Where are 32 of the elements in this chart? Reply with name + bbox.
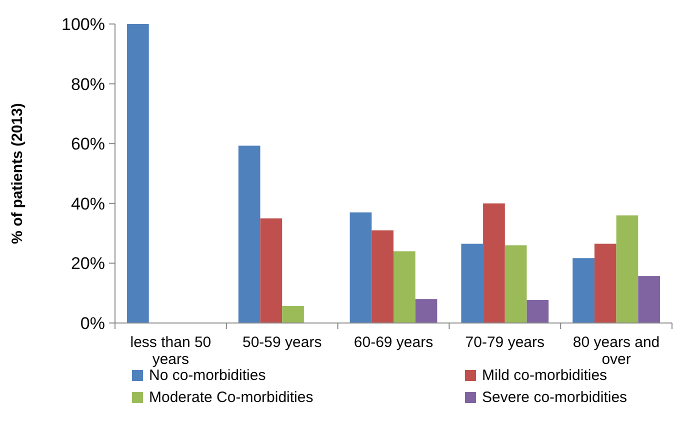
bar xyxy=(616,215,638,323)
bar xyxy=(238,146,260,323)
bar xyxy=(638,276,660,323)
legend-label: No co-morbidities xyxy=(149,367,266,384)
x-tick-label: 60-69 years xyxy=(354,334,434,351)
x-tick-label: 80 years and over xyxy=(572,334,660,368)
bar xyxy=(483,203,505,323)
x-tick-label: less than 50 years xyxy=(130,334,212,368)
bar xyxy=(594,244,616,323)
x-tick-label: 50-59 years xyxy=(242,334,322,351)
bar xyxy=(415,299,438,323)
bar xyxy=(461,244,484,323)
bar xyxy=(572,258,594,323)
y-tick-label: 40% xyxy=(70,194,105,214)
legend-label: Moderate Co-morbidities xyxy=(149,389,314,406)
y-tick-label: 20% xyxy=(70,254,105,274)
y-tick-label: 0% xyxy=(80,314,105,333)
bar xyxy=(372,230,394,323)
y-axis-title: % of patients (2013) xyxy=(9,103,26,244)
y-tick-label: 80% xyxy=(70,74,105,94)
bar xyxy=(282,306,304,323)
bar xyxy=(504,245,527,323)
bar xyxy=(526,300,549,323)
bar xyxy=(127,24,149,323)
legend-label: Mild co-morbidities xyxy=(482,367,608,384)
bar xyxy=(260,218,282,323)
x-tick-label: 70-79 years xyxy=(465,334,545,351)
bar xyxy=(394,251,416,323)
y-tick-label: 60% xyxy=(70,134,105,154)
bar xyxy=(350,212,372,323)
y-tick-label: 100% xyxy=(62,15,105,34)
legend-label: Severe co-morbidities xyxy=(482,389,628,406)
